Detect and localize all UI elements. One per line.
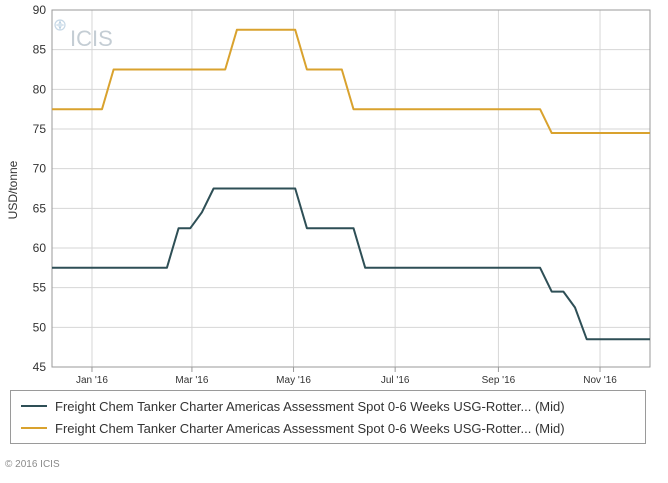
axes: 45 50 55 60 65 70 75 80 85 90 Jan '16 Mar '16 May '1… bbox=[33, 3, 651, 386]
x-tick-label: May '16 bbox=[276, 375, 311, 386]
y-tick-label: 85 bbox=[33, 43, 47, 57]
x-tick-label: Jul '16 bbox=[381, 375, 410, 386]
y-tick-label: 55 bbox=[33, 281, 47, 295]
watermark-text: ICIS bbox=[70, 26, 113, 51]
x-tick-label: Jan '16 bbox=[76, 375, 108, 386]
x-tick-label: Mar '16 bbox=[175, 375, 208, 386]
legend-swatch-2 bbox=[21, 427, 47, 429]
x-tick-label: Sep '16 bbox=[482, 375, 516, 386]
legend-item-2[interactable]: Freight Chem Tanker Charter Americas Ass… bbox=[21, 418, 565, 438]
y-tick-label: 45 bbox=[33, 360, 47, 374]
plot-frame bbox=[51, 9, 651, 368]
legend-swatch-1 bbox=[21, 405, 47, 407]
y-tick-label: 80 bbox=[33, 82, 47, 96]
legend: Freight Chem Tanker Charter Americas Ass… bbox=[10, 390, 646, 444]
icis-logo-icon bbox=[54, 19, 66, 31]
y-tick-label: 70 bbox=[33, 162, 47, 176]
legend-label-1: Freight Chem Tanker Charter Americas Ass… bbox=[55, 398, 565, 414]
y-tick-label: 75 bbox=[33, 122, 47, 136]
legend-item-1[interactable]: Freight Chem Tanker Charter Americas Ass… bbox=[21, 396, 565, 416]
series-line-1[interactable] bbox=[52, 187, 650, 341]
y-axis-label: USD/tonne bbox=[6, 160, 20, 219]
x-tick-label: Nov '16 bbox=[583, 375, 617, 386]
series-line-2[interactable] bbox=[52, 28, 650, 134]
y-tick-label: 90 bbox=[33, 3, 47, 17]
y-tick-label: 50 bbox=[33, 320, 47, 334]
watermark: ICIS bbox=[54, 19, 113, 51]
copyright: © 2016 ICIS bbox=[5, 459, 60, 470]
grid bbox=[52, 9, 650, 368]
y-tick-label: 60 bbox=[33, 241, 47, 255]
y-tick-label: 65 bbox=[33, 201, 47, 215]
series bbox=[52, 28, 650, 341]
legend-label-2: Freight Chem Tanker Charter Americas Ass… bbox=[55, 420, 565, 436]
